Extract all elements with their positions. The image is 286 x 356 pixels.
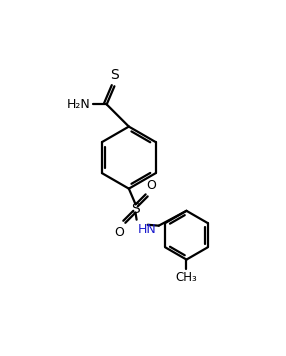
- Text: O: O: [114, 226, 124, 239]
- Text: S: S: [110, 68, 119, 82]
- Text: HN: HN: [138, 223, 156, 236]
- Text: H₂N: H₂N: [67, 98, 91, 111]
- Text: S: S: [131, 201, 140, 216]
- Text: CH₃: CH₃: [176, 271, 197, 284]
- Text: O: O: [146, 178, 156, 192]
